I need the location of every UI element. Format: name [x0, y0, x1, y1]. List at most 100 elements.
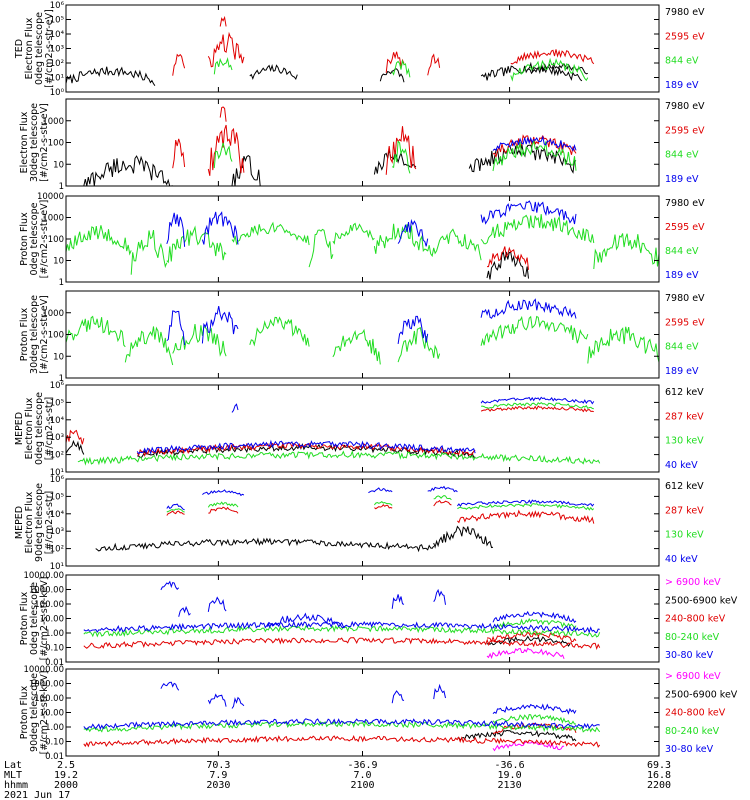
x-tick-label-5-mlt: 16.8 — [647, 770, 671, 781]
panel-frame-4 — [65, 290, 660, 379]
x-tick-label-2-lat: 70.3 — [206, 760, 230, 771]
y-tick-label-1-4: 10³ — [50, 45, 64, 55]
y-tick-label-3-2: 10 — [53, 257, 64, 267]
series-trace-8-5 — [83, 681, 600, 731]
legend-entry-5-1: 612 keV — [665, 387, 704, 398]
series-trace-4-4 — [166, 298, 577, 346]
legend-entry-7-5: 30-80 keV — [665, 650, 714, 661]
legend-entry-5-2: 287 keV — [665, 411, 704, 422]
series-trace-3-1 — [486, 250, 529, 280]
y-tick-label-8-6: 1000.00 — [29, 680, 64, 690]
y-tick-label-1-6: 10⁵ — [50, 16, 64, 26]
legend-entry-6-1: 612 keV — [665, 481, 704, 492]
legend-entry-1-1: 7980 eV — [665, 7, 705, 18]
y-tick-label-7-5: 100.00 — [34, 600, 64, 610]
y-tick-label-2-1: 1 — [59, 182, 64, 192]
legend-entry-2-1: 7980 eV — [665, 101, 705, 112]
series-trace-5-2 — [65, 405, 594, 457]
legend-entry-3-2: 2595 eV — [665, 222, 705, 233]
y-tick-label-8-2: 0.10 — [45, 738, 64, 748]
series-trace-6-2 — [166, 499, 595, 524]
y-tick-label-5-1: 10¹ — [50, 468, 64, 478]
legend-entry-4-4: 189 eV — [665, 366, 699, 377]
panel-frame-2 — [65, 98, 660, 187]
y-tick-label-6-4: 10⁴ — [50, 510, 65, 520]
legend-entry-6-4: 40 keV — [665, 554, 698, 565]
y-tick-label-6-5: 10⁵ — [50, 492, 64, 502]
x-tick-label-3-lat: -36.9 — [347, 760, 377, 771]
x-tick-label-4-mlt: 19.0 — [498, 770, 522, 781]
y-axis-label-1: TEDElectron Flux0deg telescope[#/cm2-s-s… — [14, 9, 55, 88]
y-tick-label-3-1: 1 — [59, 278, 64, 288]
y-tick-label-8-3: 1.00 — [45, 723, 64, 733]
legend-entry-3-4: 189 eV — [665, 270, 699, 281]
y-axis-label-6: MEPEDElectron Flux90deg telescope[#/cm2-… — [14, 483, 55, 562]
legend-entry-2-2: 2595 eV — [665, 125, 705, 136]
y-tick-label-7-4: 10.00 — [40, 615, 64, 625]
flux-panel-7: 0.01 0.10 1.00 10.00 100.00 1000.00 10000.00Pr… — [19, 571, 738, 668]
legend-entry-7-4: 80-240 keV — [665, 632, 720, 643]
y-tick-label-4-2: 10 — [53, 352, 64, 362]
x-tick-label-5-hhmm: 2200 — [647, 780, 671, 791]
y-tick-label-4-1: 1 — [59, 374, 64, 384]
x-tick-label-4-hhmm: 2130 — [498, 780, 522, 791]
legend-entry-3-3: 844 eV — [665, 246, 699, 257]
x-tick-label-3-mlt: 7.0 — [353, 770, 371, 781]
y-tick-label-5-3: 10³ — [50, 433, 64, 443]
y-tick-label-3-5: 10000 — [37, 192, 64, 202]
series-trace-5-4 — [136, 396, 595, 455]
y-tick-label-5-6: 10⁶ — [50, 381, 65, 391]
series-trace-2-4 — [492, 135, 577, 152]
x-tick-label-2-mlt: 7.9 — [209, 770, 227, 781]
series-trace-6-4 — [166, 485, 595, 511]
y-tick-label-7-2: 0.10 — [45, 644, 64, 654]
legend-entry-6-2: 287 keV — [665, 505, 704, 516]
y-tick-label-6-2: 10² — [50, 545, 64, 555]
panel-frame-7 — [65, 574, 660, 663]
y-axis-label-2: Electron Flux30deg telescope[#/cm2-s-str… — [19, 103, 50, 182]
series-trace-5-3 — [77, 401, 601, 466]
legend-entry-5-4: 40 keV — [665, 460, 698, 471]
y-tick-label-1-1: 10⁰ — [50, 88, 65, 98]
y-axis-label-8: Proton Flux90deg telescope[#/cm2-s-str-k… — [19, 671, 50, 755]
x-date-label: 2021 Jun 17 — [4, 790, 70, 800]
series-trace-2-1 — [83, 144, 577, 187]
series-trace-7-2 — [486, 635, 571, 647]
y-tick-label-8-5: 100.00 — [34, 694, 64, 704]
y-tick-label-1-3: 10² — [50, 59, 64, 69]
legend-entry-5-3: 130 keV — [665, 436, 704, 447]
legend-entry-4-1: 7980 eV — [665, 293, 705, 304]
x-tick-label-1-hhmm: 2000 — [54, 780, 78, 791]
series-trace-6-3 — [166, 495, 595, 513]
y-tick-label-3-4: 1000 — [42, 214, 64, 224]
y-tick-label-8-1: 0.01 — [45, 752, 64, 762]
series-trace-7-3 — [83, 630, 601, 651]
x-tick-label-1-mlt: 19.2 — [54, 770, 78, 781]
y-axis-label-4: Proton Flux30deg telescope[#/cm2-s-str-e… — [19, 295, 50, 374]
legend-entry-1-3: 844 eV — [665, 56, 699, 67]
y-tick-label-8-7: 10000.00 — [23, 665, 64, 675]
y-tick-label-7-1: 0.01 — [45, 658, 64, 668]
series-trace-3-2 — [487, 246, 529, 270]
x-tick-label-1-lat: 2.5 — [57, 760, 75, 771]
series-trace-1-1 — [65, 61, 588, 86]
legend-entry-7-2: 2500-6900 keV — [665, 595, 738, 606]
y-tick-label-1-7: 10⁶ — [50, 1, 65, 11]
series-trace-7-5 — [83, 580, 600, 634]
y-axis-label-5: MEPEDElectron Flux0deg telescope[#/cm2-s… — [14, 392, 55, 465]
legend-entry-1-2: 2595 eV — [665, 31, 705, 42]
legend-entry-1-4: 189 eV — [665, 80, 699, 91]
y-tick-label-6-1: 10¹ — [50, 562, 64, 572]
y-tick-label-2-3: 100 — [48, 139, 64, 149]
y-tick-label-7-7: 10000.00 — [23, 571, 64, 581]
legend-entry-4-2: 2595 eV — [665, 317, 705, 328]
series-trace-7-4 — [83, 617, 601, 638]
series-trace-3-4 — [166, 200, 577, 247]
y-tick-label-7-6: 1000.00 — [29, 586, 64, 596]
y-tick-label-4-3: 100 — [48, 331, 64, 341]
y-tick-label-1-5: 10⁴ — [50, 30, 65, 40]
y-tick-label-4-4: 1000 — [42, 309, 64, 319]
